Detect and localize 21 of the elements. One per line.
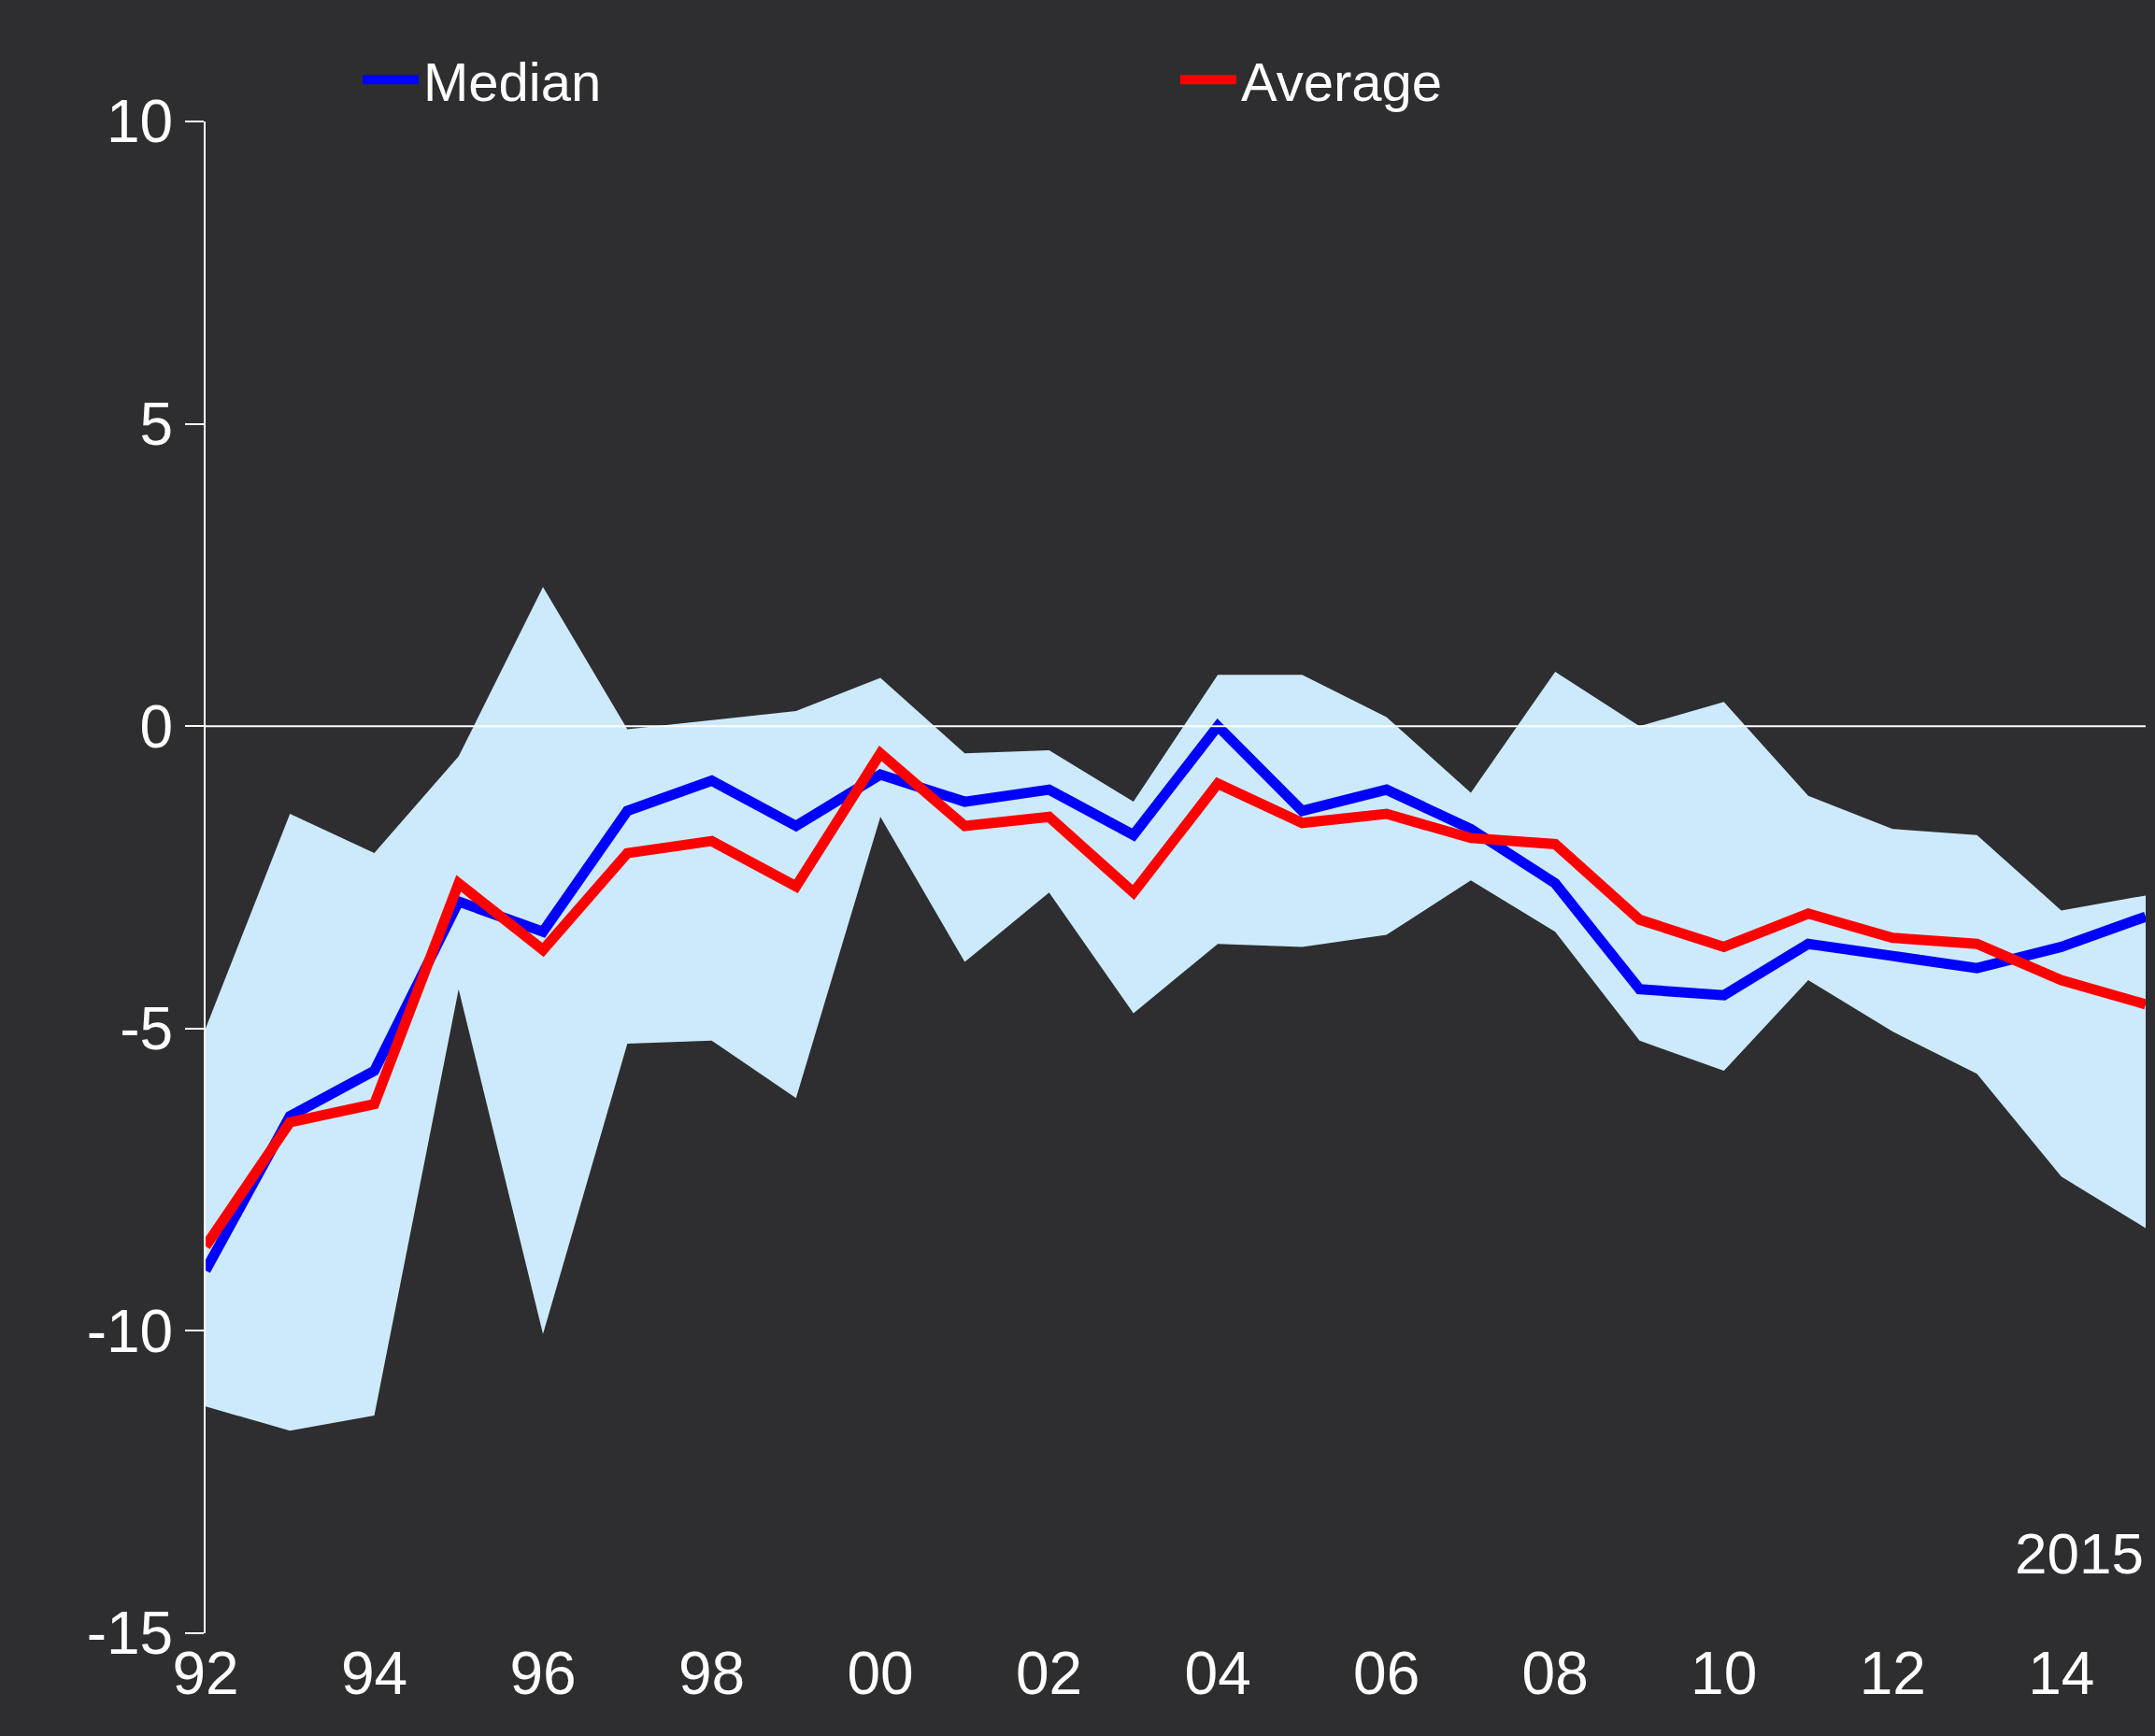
x-tick-label: 08: [1521, 1640, 1589, 1707]
x-tick-label: 06: [1353, 1640, 1420, 1707]
x-tick-label: 14: [2028, 1640, 2095, 1707]
annotation: 2015: [2015, 1521, 2144, 1586]
y-tick-label: 10: [107, 88, 174, 156]
legend-label: Median: [423, 50, 602, 112]
legend-label: Average: [1241, 50, 1442, 112]
y-tick-label: -15: [86, 1600, 174, 1668]
y-tick-label: -5: [120, 995, 174, 1063]
x-tick-label: 00: [847, 1640, 914, 1707]
y-tick-label: 0: [139, 692, 174, 761]
x-tick-label: 04: [1184, 1640, 1251, 1707]
x-tick-label: 02: [1016, 1640, 1083, 1707]
y-tick-label: -10: [86, 1297, 174, 1365]
x-tick-label: 94: [340, 1640, 408, 1707]
y-tick-label: 5: [139, 391, 174, 458]
x-tick-label: 10: [1691, 1640, 1758, 1707]
x-tick-label: 92: [172, 1640, 239, 1707]
x-tick-label: 98: [678, 1640, 746, 1707]
x-tick-label: 12: [1859, 1640, 1926, 1707]
x-tick-label: 96: [509, 1640, 577, 1707]
